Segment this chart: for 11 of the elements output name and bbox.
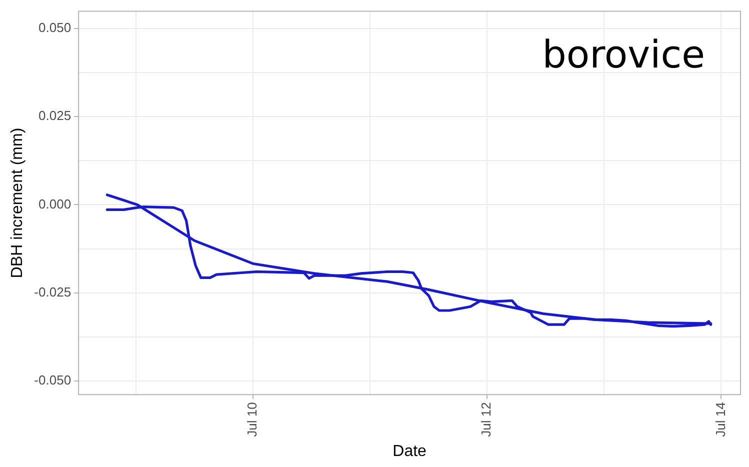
y-tick-label: 0.000 <box>38 196 72 212</box>
y-tick-label: 0.025 <box>38 108 72 124</box>
y-axis-title: DBH increment (mm) <box>9 128 26 278</box>
x-axis-title: Date <box>392 442 427 460</box>
y-tick-label: -0.025 <box>34 284 72 300</box>
x-tick-label: Jul 14 <box>712 402 728 437</box>
y-tick-label: -0.050 <box>34 372 72 388</box>
y-tick-label: 0.050 <box>38 20 72 36</box>
x-tick-label: Jul 10 <box>244 402 260 437</box>
x-tick-label: Jul 12 <box>478 402 494 437</box>
annotation: borovice <box>542 32 705 77</box>
